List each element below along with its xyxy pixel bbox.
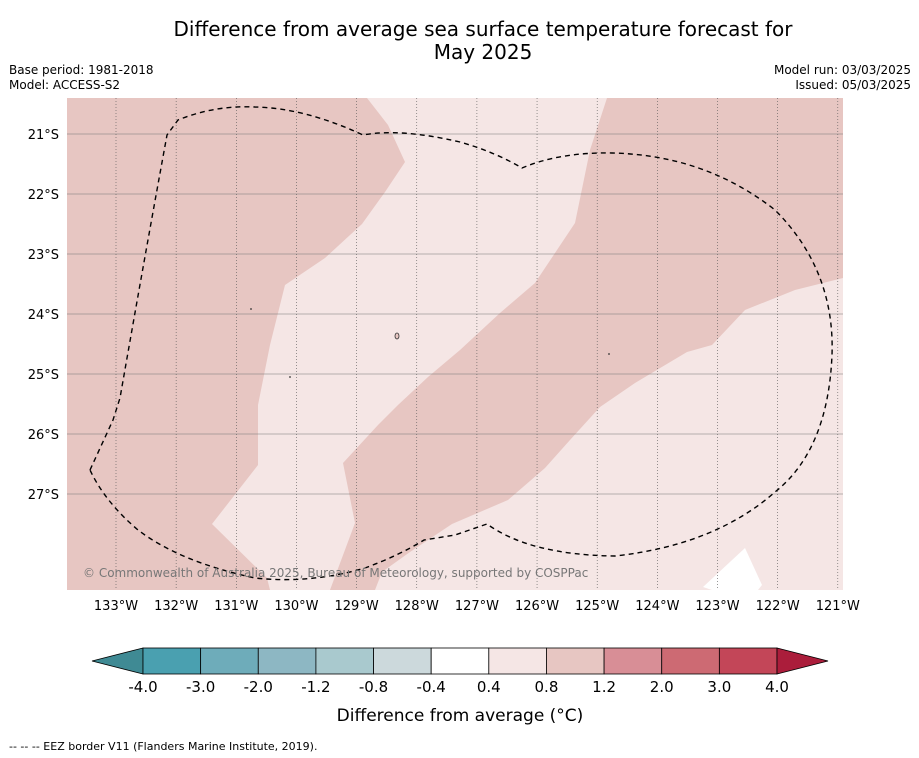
anomaly-region-central <box>330 98 843 590</box>
eez-border <box>89 106 833 581</box>
graticule <box>67 98 843 590</box>
right-metadata: Model run: 03/03/2025 Issued: 05/03/2025 <box>774 63 911 93</box>
longitude-label: 132°W <box>154 599 198 614</box>
colorbar-tick: -3.0 <box>186 678 215 696</box>
colorbar-tick: 0.4 <box>477 678 501 696</box>
colorbar: -4.0 -3.0 -2.0 -1.2 -0.8 -0.4 0.4 0.8 1.2 2.0 3.0 4… <box>91 647 829 696</box>
colorbar-tick: 0.8 <box>535 678 559 696</box>
latitude-labels: 21°S 22°S 23°S 24°S 25°S 26°S 27°S <box>28 128 59 503</box>
longitude-label: 131°W <box>214 599 258 614</box>
longitude-label: 121°W <box>816 599 860 614</box>
colorbar-extend-low <box>91 647 144 675</box>
model-run: Model run: 03/03/2025 <box>773 63 911 77</box>
colorbar-tick: -2.0 <box>244 678 273 696</box>
anomaly-region-neutral <box>703 548 762 590</box>
colorbar-segment <box>257 647 317 675</box>
copyright-text: © Commonwealth of Australia 2025, Bureau… <box>83 566 588 580</box>
latitude-label: 22°S <box>28 188 59 203</box>
colorbar-segment <box>603 647 663 675</box>
colorbar-label: Difference from average (°C) <box>337 706 584 726</box>
latitude-label: 23°S <box>28 248 59 263</box>
colorbar-segment <box>142 647 202 675</box>
latitude-label: 27°S <box>28 488 59 503</box>
issued-date: Issued: 05/03/2025 <box>795 78 911 92</box>
map-title: Difference from average sea surface temp… <box>0 18 919 64</box>
map-panel <box>67 98 843 590</box>
longitude-label: 128°W <box>395 599 439 614</box>
colorbar-segment <box>718 647 778 675</box>
colorbar-tick: -0.8 <box>359 678 388 696</box>
longitude-label: 133°W <box>94 599 138 614</box>
latitude-label: 21°S <box>28 128 59 143</box>
sst-map: © Commonwealth of Australia 2025, Bureau… <box>28 98 860 726</box>
colorbar-segment <box>315 647 374 675</box>
longitude-label: 129°W <box>335 599 379 614</box>
colorbar-extend-high <box>776 647 829 675</box>
title-line-1: Difference from average sea surface temp… <box>173 17 793 41</box>
left-metadata: Base period: 1981-2018 Model: ACCESS-S2 <box>9 63 154 93</box>
colorbar-segment <box>661 647 720 675</box>
colorbar-tick: 2.0 <box>650 678 674 696</box>
colorbar-tick: 4.0 <box>765 678 789 696</box>
model-name: Model: ACCESS-S2 <box>9 78 121 92</box>
footnote: -- -- -- EEZ border V11 (Flanders Marine… <box>9 740 318 753</box>
island-marker <box>250 308 252 310</box>
colorbar-tick: -0.4 <box>417 678 446 696</box>
longitude-label: 123°W <box>695 599 739 614</box>
island-marker <box>608 353 610 355</box>
latitude-label: 24°S <box>28 308 59 323</box>
title-line-2: May 2025 <box>433 40 533 64</box>
colorbar-segment <box>373 647 432 675</box>
colorbar-tick: 1.2 <box>592 678 616 696</box>
longitude-labels: 133°W 132°W 131°W 130°W 129°W 128°W 127°W 126°W… <box>94 599 860 614</box>
colorbar-segment <box>488 647 547 675</box>
longitude-label: 122°W <box>756 599 800 614</box>
colorbar-segment <box>546 647 605 675</box>
colorbar-segment <box>200 647 259 675</box>
longitude-label: 125°W <box>575 599 619 614</box>
colorbar-tick: -4.0 <box>128 678 157 696</box>
longitude-label: 124°W <box>635 599 679 614</box>
colorbar-tick: 3.0 <box>707 678 731 696</box>
colorbar-segment <box>430 647 490 675</box>
island-marker <box>289 376 291 378</box>
base-period: Base period: 1981-2018 <box>9 63 154 77</box>
longitude-label: 130°W <box>274 599 318 614</box>
colorbar-tick: -1.2 <box>301 678 330 696</box>
longitude-label: 127°W <box>455 599 499 614</box>
latitude-label: 25°S <box>28 368 59 383</box>
latitude-label: 26°S <box>28 428 59 443</box>
island-marker <box>394 332 400 340</box>
longitude-label: 126°W <box>515 599 559 614</box>
